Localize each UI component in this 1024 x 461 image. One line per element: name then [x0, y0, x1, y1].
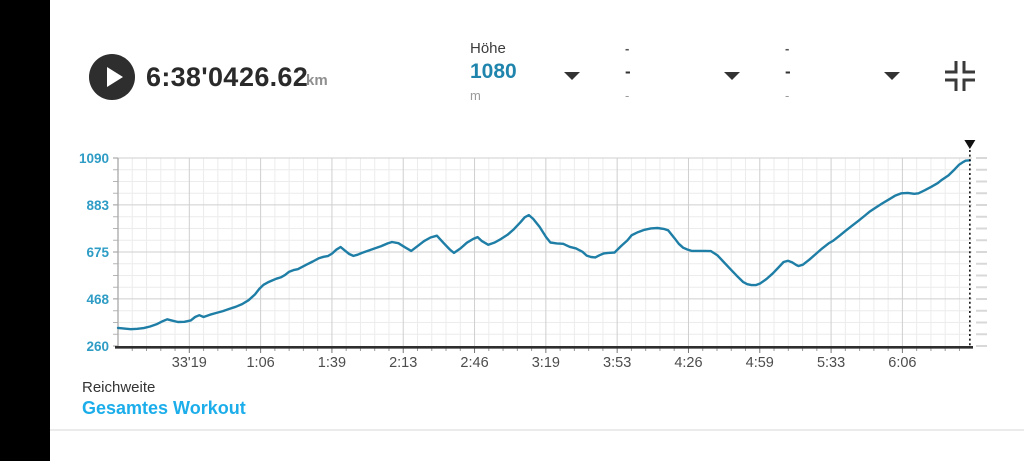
- x-tick-label: 2:13: [389, 355, 417, 371]
- metric-label: -: [785, 41, 790, 56]
- x-tick-label: 1:39: [318, 355, 346, 371]
- chevron-down-icon[interactable]: [724, 72, 740, 80]
- play-icon: [107, 67, 123, 87]
- range-label: Reichweite: [82, 379, 156, 396]
- chevron-down-icon[interactable]: [564, 72, 580, 80]
- x-tick-label: 4:26: [674, 355, 702, 371]
- elevation-chart[interactable]: 260 468 675 883 1090 33'19 1:06 1:39 2:13 2:46 3:1…: [50, 130, 1024, 375]
- x-tick-label: 3:19: [532, 355, 560, 371]
- x-tick-label: 2:46: [460, 355, 488, 371]
- x-tick-label: 3:53: [603, 355, 631, 371]
- range-selector[interactable]: Gesamtes Workout: [82, 398, 246, 418]
- y-tick-label: 260: [86, 339, 109, 354]
- metric-value: 1080: [470, 60, 517, 83]
- chart-cursor[interactable]: [964, 140, 976, 347]
- chevron-down-icon[interactable]: [884, 72, 900, 80]
- cursor-handle-icon[interactable]: [964, 140, 976, 149]
- metric-unit: m: [470, 88, 481, 103]
- distance-value: 26.62: [239, 62, 309, 92]
- y-tick-label: 883: [86, 198, 109, 213]
- metric-selector-2[interactable]: - - -: [625, 40, 725, 110]
- metric-value: -: [625, 62, 631, 81]
- metric-unit: -: [785, 88, 790, 103]
- metric-label: -: [625, 41, 630, 56]
- x-tick-label: 1:06: [246, 355, 274, 371]
- axis-labels: 260 468 675 883 1090 33'19 1:06 1:39 2:13 2:46 3:1…: [79, 151, 917, 371]
- play-button[interactable]: [89, 54, 135, 100]
- letterbox-bar: [0, 0, 50, 461]
- metric-unit: -: [625, 88, 630, 103]
- distance-unit: km: [306, 72, 328, 89]
- x-tick-label: 4:59: [746, 355, 774, 371]
- grid-major: [118, 157, 972, 346]
- elevation-line: [116, 159, 972, 331]
- metric-label: Höhe: [470, 40, 506, 57]
- x-tick-label: 33'19: [172, 355, 207, 371]
- collapse-chart-button[interactable]: [940, 56, 980, 96]
- x-tick-label: 6:06: [888, 355, 916, 371]
- duration-value: 6:38'04: [146, 62, 239, 92]
- metric-selector-3[interactable]: - - -: [785, 40, 885, 110]
- metric-selector-altitude[interactable]: Höhe 1080 m: [470, 40, 570, 110]
- y-tick-label: 1090: [79, 151, 109, 166]
- section-divider: [50, 429, 1024, 431]
- axes: [113, 157, 987, 353]
- metric-value: -: [785, 62, 791, 81]
- y-tick-label: 675: [86, 245, 109, 260]
- x-tick-label: 5:33: [817, 355, 845, 371]
- y-tick-label: 468: [86, 292, 109, 307]
- chart-header: 6:38'04 26.62 km Höhe 1080 m - - - - - -: [50, 0, 1024, 130]
- collapse-icon: [945, 61, 975, 91]
